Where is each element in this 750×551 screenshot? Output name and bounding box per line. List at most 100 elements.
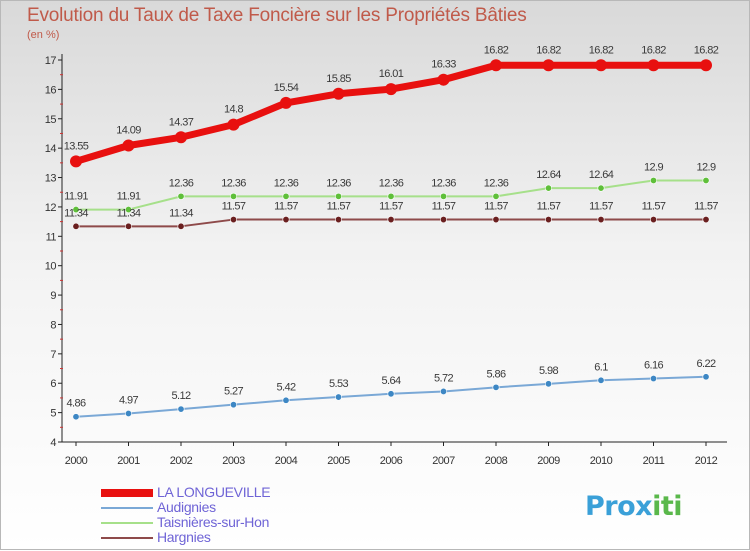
y-tick-label-8: 8 <box>50 319 56 331</box>
data-label-audignies-2010: 6.1 <box>594 361 608 373</box>
data-label-audignies-2004: 5.42 <box>276 381 295 393</box>
data-label-hargnies-2008: 11.57 <box>484 201 508 213</box>
point-taisni-res-sur-hon-2000 <box>72 206 80 214</box>
data-label-audignies-2006: 5.64 <box>381 375 400 387</box>
point-la-longueville-2010 <box>595 59 607 72</box>
point-hargnies-2010 <box>597 216 605 224</box>
legend-swatch-audignies <box>101 506 153 509</box>
point-hargnies-2007 <box>439 216 447 224</box>
point-hargnies-2008 <box>492 216 500 224</box>
data-label-la-longueville-2012: 16.82 <box>694 44 719 56</box>
data-label-hargnies-2011: 11.57 <box>642 201 666 213</box>
y-tick-label-4: 4 <box>50 437 56 449</box>
point-audignies-2002 <box>177 405 185 413</box>
data-label-la-longueville-2008: 16.82 <box>484 44 509 56</box>
y-tick-label-11: 11 <box>46 231 57 243</box>
proxiti-logo: Proxiti <box>585 491 682 522</box>
data-label-la-longueville-2006: 16.01 <box>379 68 404 80</box>
x-tick-label-2005: 2005 <box>327 455 350 467</box>
legend-swatch-la-longueville <box>101 488 153 497</box>
chart-title: Evolution du Taux de Taxe Foncière sur l… <box>27 5 527 26</box>
point-la-longueville-2006 <box>385 83 397 96</box>
data-label-taisni-res-sur-hon-2008: 12.36 <box>484 177 509 189</box>
legend-item-taisnieres-sur-hon: Taisnières-sur-Hon <box>101 515 270 530</box>
point-la-longueville-2008 <box>490 59 502 72</box>
data-label-taisni-res-sur-hon-2007: 12.36 <box>431 177 456 189</box>
y-tick-label-13: 13 <box>45 173 57 185</box>
point-hargnies-2005 <box>334 216 342 224</box>
data-label-taisni-res-sur-hon-2011: 12.9 <box>644 161 663 173</box>
x-tick-label-2009: 2009 <box>537 455 560 467</box>
legend-item-hargnies: Hargnies <box>101 530 270 545</box>
point-taisni-res-sur-hon-2009 <box>544 184 552 192</box>
legend-item-la-longueville: LA LONGUEVILLE <box>101 485 271 500</box>
data-label-taisni-res-sur-hon-2006: 12.36 <box>379 177 404 189</box>
data-label-taisni-res-sur-hon-2001: 11.91 <box>117 191 141 203</box>
point-la-longueville-2012 <box>700 59 712 72</box>
data-label-audignies-2007: 5.72 <box>434 372 453 384</box>
data-label-audignies-2005: 5.53 <box>329 378 348 390</box>
point-hargnies-2001 <box>125 222 133 230</box>
point-la-longueville-2004 <box>280 96 292 109</box>
data-label-taisni-res-sur-hon-2004: 12.36 <box>274 177 299 189</box>
x-tick-label-2003: 2003 <box>222 455 245 467</box>
point-taisni-res-sur-hon-2004 <box>282 192 290 200</box>
data-label-la-longueville-2011: 16.82 <box>641 44 666 56</box>
data-label-la-longueville-2004: 15.54 <box>274 82 299 94</box>
legend-swatch-hargnies <box>101 536 153 539</box>
legend-label-hargnies: Hargnies <box>157 529 211 545</box>
data-label-taisni-res-sur-hon-2000: 11.91 <box>64 191 88 203</box>
data-label-audignies-2008: 5.86 <box>486 368 505 380</box>
data-label-taisni-res-sur-hon-2005: 12.36 <box>326 177 351 189</box>
x-tick-label-2002: 2002 <box>170 455 193 467</box>
point-audignies-2011 <box>649 375 657 383</box>
point-la-longueville-2001 <box>122 139 135 152</box>
y-tick-label-12: 12 <box>45 202 57 214</box>
point-audignies-2008 <box>492 383 500 391</box>
data-label-taisni-res-sur-hon-2012: 12.9 <box>696 161 715 173</box>
point-taisni-res-sur-hon-2006 <box>387 192 395 200</box>
data-label-hargnies-2004: 11.57 <box>274 201 298 213</box>
point-taisni-res-sur-hon-2011 <box>649 176 657 184</box>
point-audignies-2007 <box>439 387 447 395</box>
data-label-la-longueville-2003: 14.8 <box>224 104 243 116</box>
point-taisni-res-sur-hon-2012 <box>702 176 710 184</box>
point-taisni-res-sur-hon-2001 <box>125 206 133 214</box>
data-label-la-longueville-2000: 13.55 <box>64 140 89 152</box>
data-label-hargnies-2007: 11.57 <box>432 201 456 213</box>
data-label-hargnies-2003: 11.57 <box>222 201 246 213</box>
point-audignies-2009 <box>544 380 552 388</box>
x-tick-label-2010: 2010 <box>590 455 613 467</box>
point-hargnies-2003 <box>230 216 238 224</box>
legend-label-taisnieres-sur-hon: Taisnières-sur-Hon <box>157 514 270 530</box>
data-label-audignies-2003: 5.27 <box>224 386 243 398</box>
data-label-hargnies-2001: 11.34 <box>117 207 141 219</box>
x-tick-label-2012: 2012 <box>695 455 718 467</box>
point-hargnies-2012 <box>702 216 710 224</box>
data-label-taisni-res-sur-hon-2010: 12.64 <box>589 169 614 181</box>
y-tick-label-17: 17 <box>45 55 57 67</box>
x-tick-label-2004: 2004 <box>275 455 298 467</box>
point-audignies-2005 <box>334 393 342 401</box>
point-hargnies-2006 <box>387 216 395 224</box>
y-tick-label-9: 9 <box>50 290 56 302</box>
point-taisni-res-sur-hon-2002 <box>177 192 185 200</box>
chart-legend: LA LONGUEVILLE Audignies Taisnières-sur-… <box>101 485 271 545</box>
x-tick-label-2001: 2001 <box>117 455 140 467</box>
point-hargnies-2009 <box>544 216 552 224</box>
data-label-la-longueville-2010: 16.82 <box>589 44 614 56</box>
y-tick-label-6: 6 <box>50 378 56 390</box>
point-la-longueville-2005 <box>332 87 345 100</box>
point-audignies-2006 <box>387 390 395 398</box>
legend-swatch-taisnieres-sur-hon <box>101 521 153 524</box>
point-taisni-res-sur-hon-2007 <box>439 192 447 200</box>
point-hargnies-2004 <box>282 216 290 224</box>
chart-subtitle: (en %) <box>27 29 60 41</box>
y-tick-label-5: 5 <box>50 408 56 420</box>
x-tick-label-2011: 2011 <box>643 455 665 467</box>
y-tick-label-16: 16 <box>45 84 57 96</box>
data-label-la-longueville-2001: 14.09 <box>116 125 141 137</box>
point-la-longueville-2009 <box>542 59 555 72</box>
point-audignies-2012 <box>702 373 710 381</box>
